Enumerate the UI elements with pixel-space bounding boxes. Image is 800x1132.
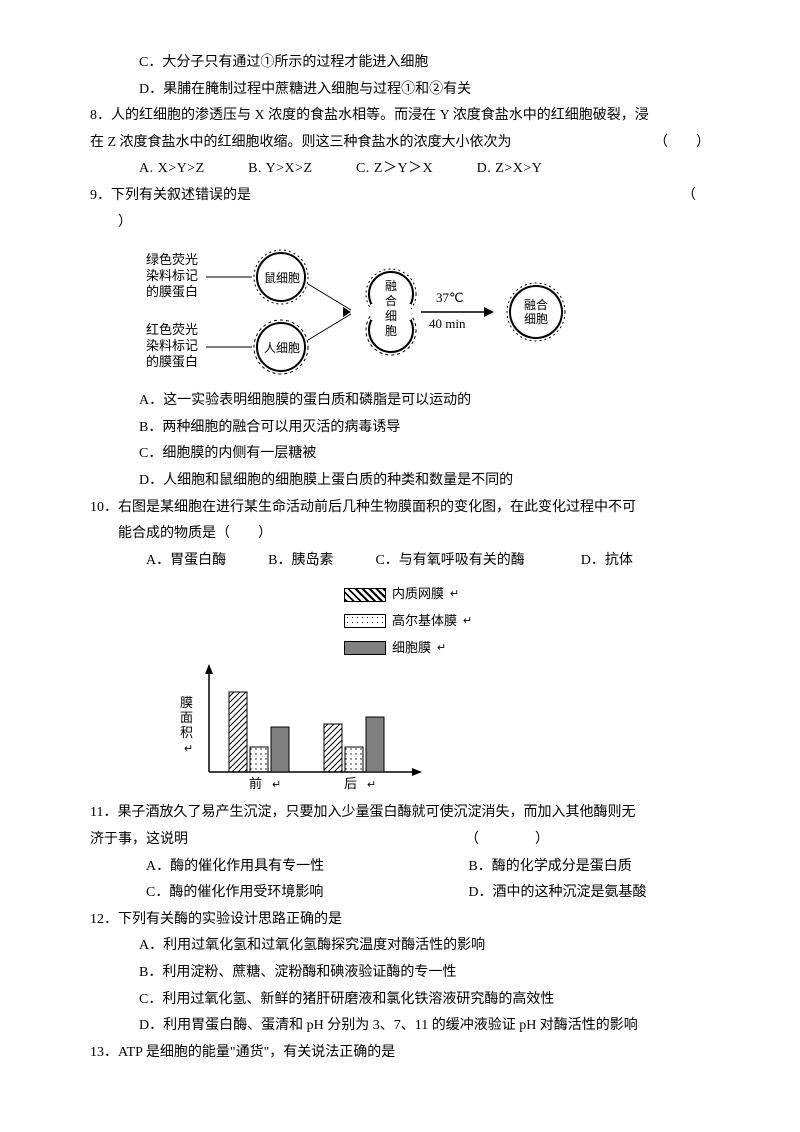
lbl-green3: 的膜蛋白: [146, 284, 198, 299]
q9-paren: （: [682, 183, 710, 210]
q11-optD: D．酒中的这种沉淀是氨基酸: [468, 880, 646, 907]
q9-stem: 9．下列有关叙述错误的是 （: [90, 183, 710, 210]
bar-chart-svg: 膜 面 积 ↵ 前 ↵ 后 ↵: [174, 662, 434, 792]
q8-options: A. X>Y>Z B. Y>X>Z C. Z＞Y＞X D. Z>X>Y: [90, 156, 710, 183]
fv2: 合: [385, 293, 397, 308]
ylabel3: 积: [180, 725, 193, 740]
q11-stem-1: 11．果子酒放久了易产生沉淀，只要加入少量蛋白酶就可使沉淀消失，而加入其他酶则无: [90, 800, 710, 827]
q10-stem-1: 10．右图是某细胞在进行某生命活动前后几种生物膜面积的变化图，在此变化过程中不可: [90, 495, 710, 522]
q9-diagram: 绿色荧光 染料标记 的膜蛋白 鼠细胞 红色荧光 染料标记 的膜蛋白 人细胞 融 …: [146, 242, 710, 382]
q9-optC: C．细胞膜的内侧有一层糖被: [90, 441, 710, 468]
q9-stem-text: 9．下列有关叙述错误的是: [90, 188, 251, 203]
q13-stem: 13．ATP 是细胞的能量"通货"，有关说法正确的是: [90, 1040, 710, 1067]
arrow-bot: 40 min: [429, 316, 466, 331]
lbl-green2: 染料标记: [146, 268, 198, 283]
legend-pm: 细胞膜↵: [344, 636, 472, 661]
q11-stem-2-text: 济于事，这说明: [90, 832, 188, 847]
q8-stem-1: 8．人的红细胞的渗透压与 X 浓度的食盐水相等。而浸在 Y 浓度食盐水中的红细胞…: [90, 103, 710, 130]
human-label: 人细胞: [264, 341, 300, 355]
q10-chart: 内质网膜↵ 高尔基体膜↵ 细胞膜↵ 膜 面 积 ↵ 前 ↵ 后 ↵: [174, 582, 710, 792]
fused2: 细胞: [524, 312, 548, 326]
fused1: 融合: [524, 297, 548, 312]
q7-optD: D．果脯在腌制过程中蔗糖进入细胞与过程①和②有关: [90, 77, 710, 104]
arrow-top: 37℃: [436, 290, 464, 305]
mouse-label: 鼠细胞: [264, 271, 300, 285]
q8-paren: （ ）: [654, 130, 710, 157]
q11-stem-2: 济于事，这说明 （ ）: [90, 827, 710, 854]
q12-optC: C．利用过氧化氢、新鲜的猪肝研磨液和氯化铁溶液研究酶的高效性: [90, 987, 710, 1014]
q9-optB: B．两种细胞的融合可以用灭活的病毒诱导: [90, 415, 710, 442]
fv1: 融: [385, 279, 397, 293]
q10-options: A．胃蛋白酶 B．胰岛素 C．与有氧呼吸有关的酶 D．抗体: [90, 548, 710, 575]
q11-paren: （ ）: [465, 832, 549, 847]
q9-optA: A．这一实验表明细胞膜的蛋白质和磷脂是可以运动的: [90, 388, 710, 415]
q8-stem-2-text: 在 Z 浓度食盐水中的红细胞收缩。则这三种食盐水的浓度大小依次为: [90, 135, 512, 150]
legend-golgi: 高尔基体膜↵: [344, 609, 472, 634]
xlabel-after: 后: [344, 776, 357, 791]
ylabel2: 面: [180, 710, 193, 725]
q8-stem-2: 在 Z 浓度食盐水中的红细胞收缩。则这三种食盐水的浓度大小依次为 （ ）: [90, 130, 710, 157]
q12-optD: D．利用胃蛋白酶、蛋清和 pH 分别为 3、7、11 的缓冲液验证 pH 对酶活…: [90, 1013, 710, 1040]
q11-optC: C．酶的催化作用受环境影响: [90, 880, 468, 907]
fv3: 细: [385, 309, 397, 323]
svg-text:↵: ↵: [184, 743, 193, 755]
q12-optA: A．利用过氧化氢和过氧化氢酶探究温度对酶活性的影响: [90, 933, 710, 960]
ylabel1: 膜: [180, 695, 193, 710]
fv4: 胞: [385, 324, 397, 338]
lbl-red2: 染料标记: [146, 338, 198, 353]
svg-text:↵: ↵: [272, 779, 281, 791]
lbl-red1: 红色荧光: [146, 322, 198, 337]
q9-optD: D．人细胞和鼠细胞的细胞膜上蛋白质的种类和数量是不同的: [90, 468, 710, 495]
lbl-red3: 的膜蛋白: [146, 354, 198, 369]
q11-optA: A．酶的催化作用具有专一性: [90, 854, 468, 881]
legend-er: 内质网膜↵: [344, 582, 472, 607]
q12-stem: 12．下列有关酶的实验设计思路正确的是: [90, 907, 710, 934]
lbl-green1: 绿色荧光: [146, 252, 198, 267]
svg-text:↵: ↵: [367, 779, 376, 791]
q12-optB: B．利用淀粉、蔗糖、淀粉酶和碘液验证酶的专一性: [90, 960, 710, 987]
q10-stem-2: 能合成的物质是（ ）: [90, 521, 710, 548]
q11-optB: B．酶的化学成分是蛋白质: [468, 854, 631, 881]
q9-paren2: ）: [90, 210, 710, 237]
q7-optC: C．大分子只有通过①所示的过程才能进入细胞: [90, 50, 710, 77]
xlabel-before: 前: [249, 776, 262, 791]
